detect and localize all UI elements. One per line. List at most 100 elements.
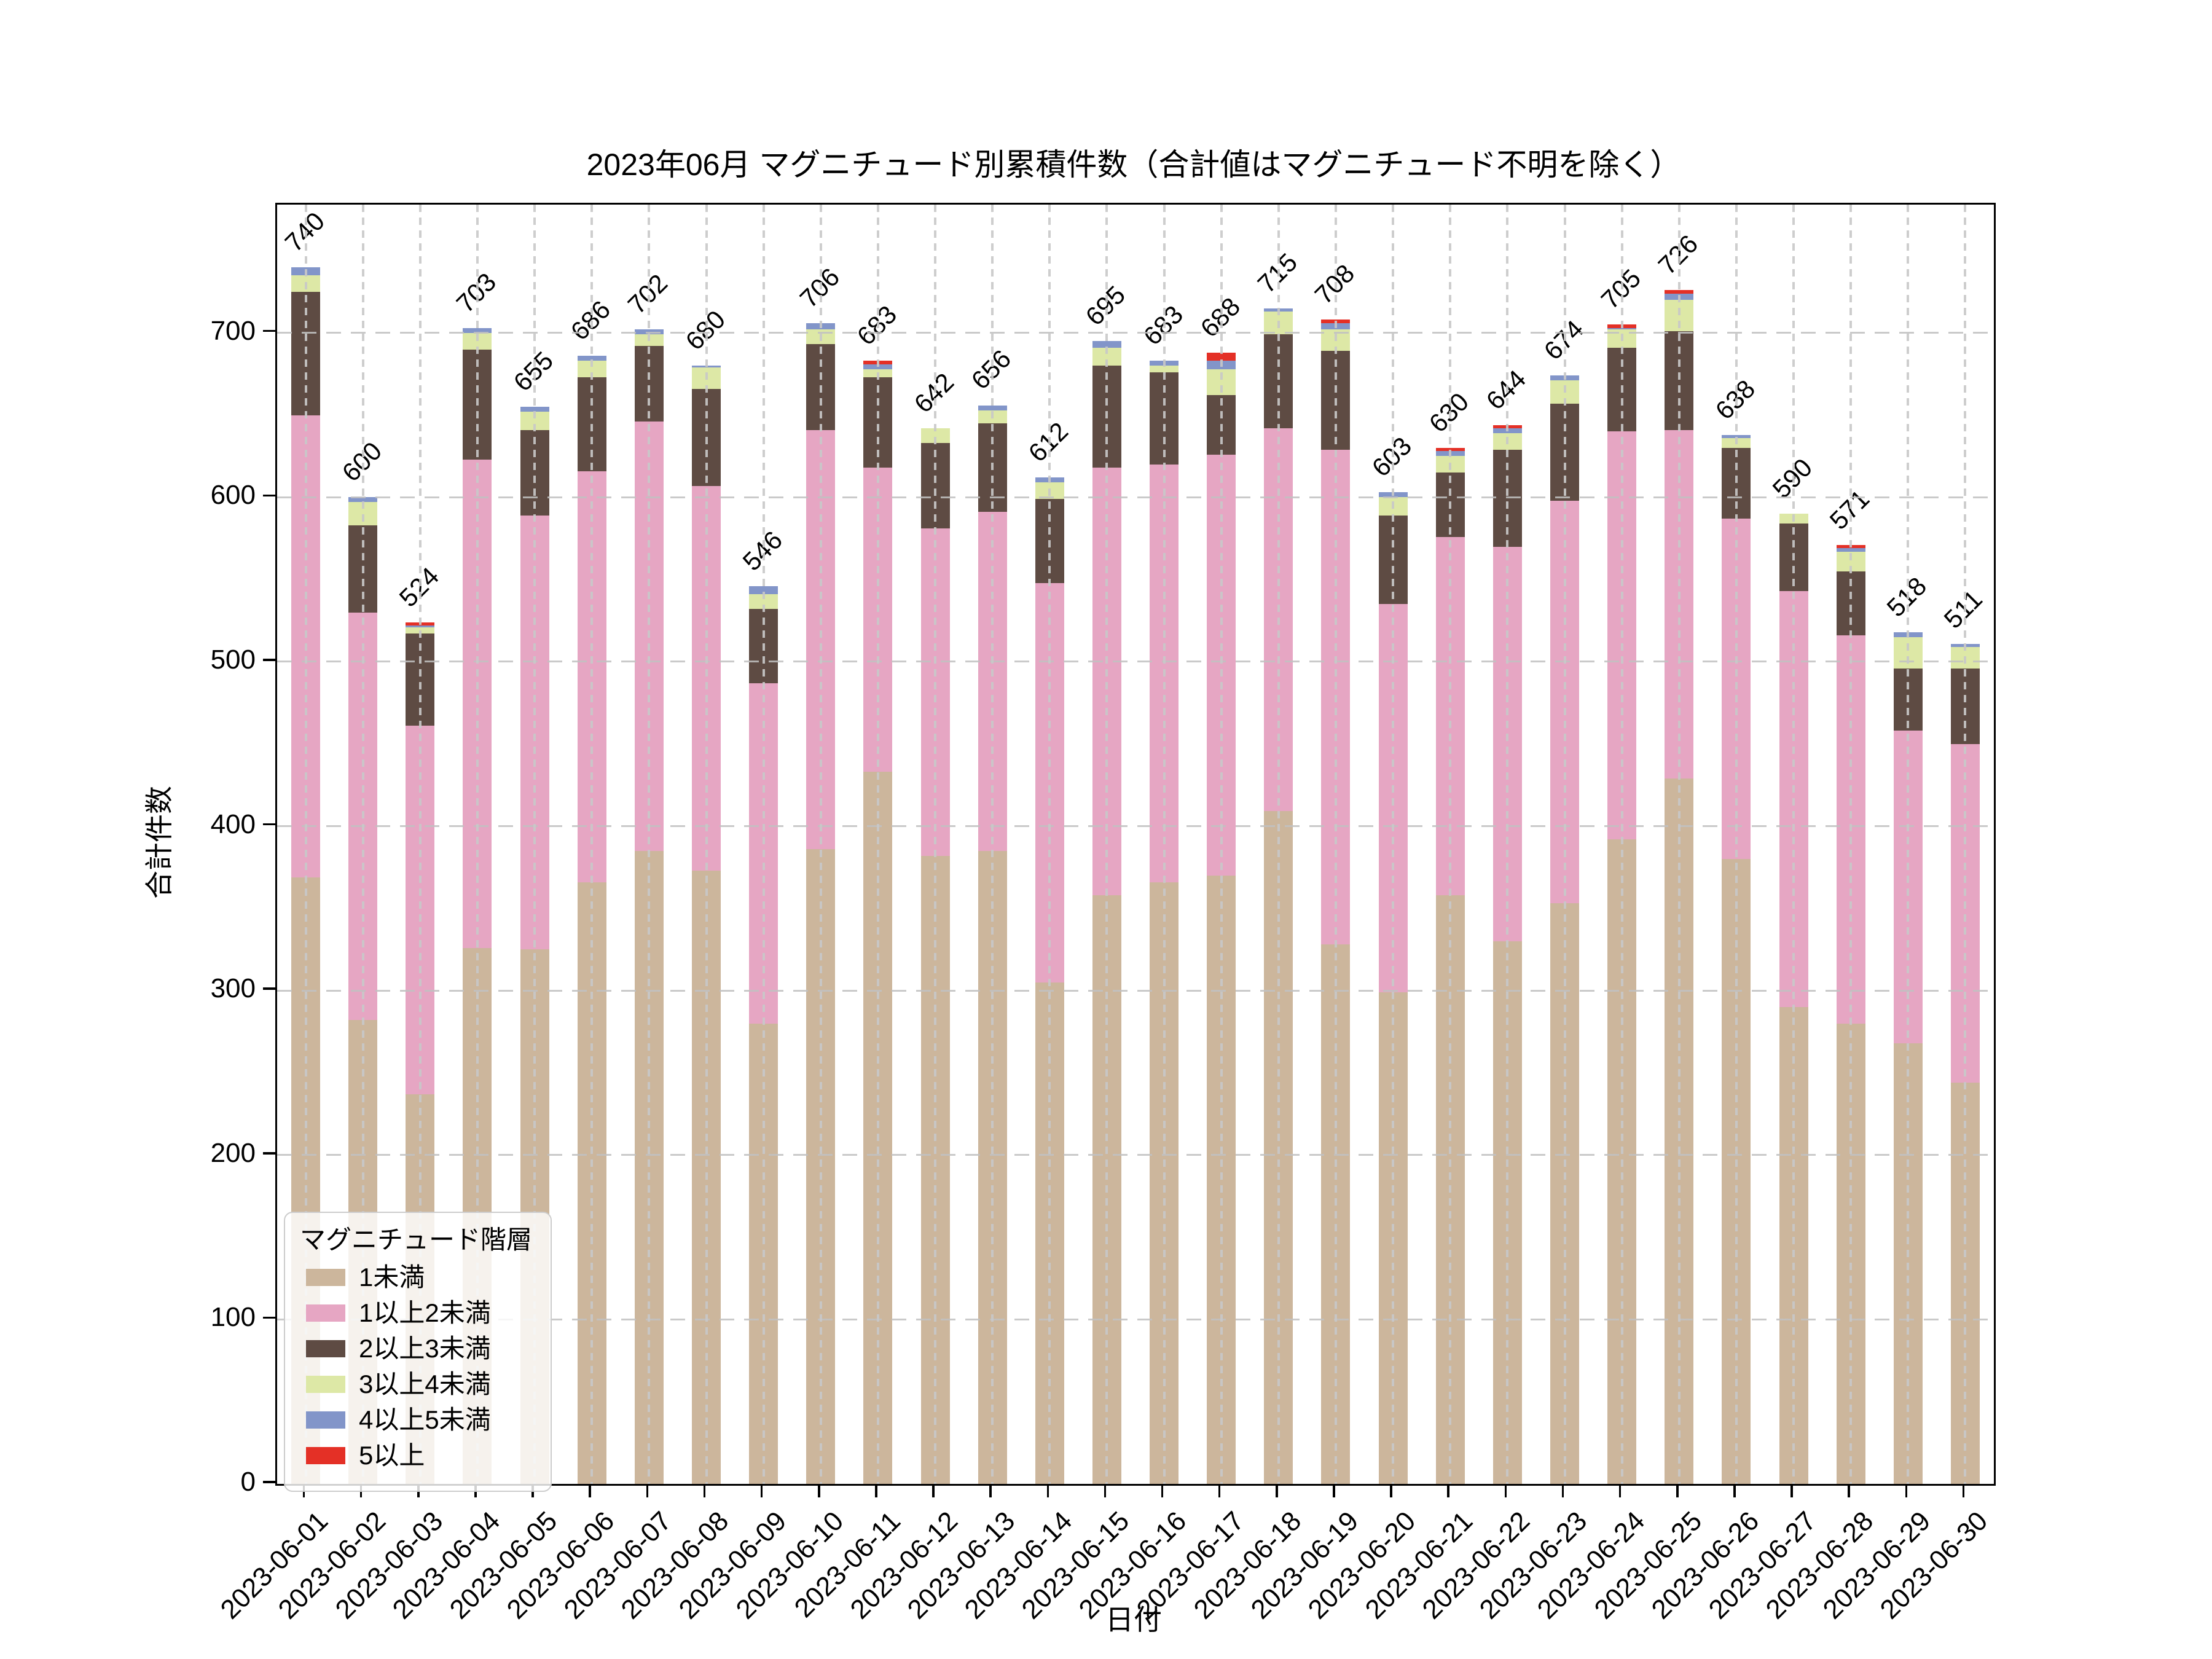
legend-item: 3以上4未満 — [306, 1370, 532, 1398]
x-gridline — [1220, 205, 1223, 1484]
y-gridline — [277, 989, 1994, 992]
legend-color-patch — [306, 1269, 345, 1286]
x-gridline — [1048, 205, 1051, 1484]
legend-item-label: 2以上3未満 — [359, 1334, 491, 1363]
legend-item-label: 4以上5未満 — [359, 1405, 491, 1434]
legend-color-patch — [306, 1340, 345, 1357]
y-gridline — [277, 1318, 1994, 1320]
x-tick-mark — [1218, 1484, 1221, 1497]
y-tick-label: 200 — [210, 1137, 256, 1168]
x-gridline — [418, 205, 422, 1484]
x-tick-mark — [1790, 1484, 1793, 1497]
x-gridline — [1277, 205, 1280, 1484]
legend-item: 1未満 — [306, 1263, 532, 1292]
legend-title: マグニチュード階層 — [300, 1225, 533, 1254]
x-tick-mark — [1561, 1484, 1564, 1497]
x-gridline — [934, 205, 937, 1484]
x-tick-mark — [1161, 1484, 1164, 1497]
legend-item: 1以上2未満 — [306, 1299, 532, 1327]
y-tick-label: 100 — [210, 1302, 256, 1333]
legend-color-patch — [306, 1304, 345, 1322]
x-tick-mark — [1962, 1484, 1965, 1497]
x-tick-mark — [589, 1484, 591, 1497]
legend-color-patch — [306, 1447, 345, 1464]
x-gridline — [705, 205, 708, 1484]
x-gridline — [1449, 205, 1452, 1484]
x-tick-mark — [818, 1484, 820, 1497]
x-tick-mark — [1733, 1484, 1736, 1497]
x-gridline — [1392, 205, 1395, 1484]
x-gridline — [648, 205, 651, 1484]
x-gridline — [1163, 205, 1166, 1484]
x-tick-mark — [1618, 1484, 1622, 1497]
y-gridline — [277, 825, 1994, 828]
x-gridline — [1620, 205, 1623, 1484]
legend-item-label: 5以上 — [359, 1441, 425, 1470]
x-gridline — [1964, 205, 1967, 1484]
x-tick-mark — [1333, 1484, 1335, 1497]
legend-color-patch — [306, 1376, 345, 1393]
legend-item: 2以上3未満 — [306, 1335, 532, 1363]
legend-item-label: 1未満 — [359, 1263, 425, 1292]
x-gridline — [819, 205, 822, 1484]
y-tick-mark — [263, 823, 275, 826]
x-tick-mark — [1905, 1484, 1908, 1497]
x-gridline — [1563, 205, 1566, 1484]
x-gridline — [1907, 205, 1910, 1484]
y-tick-label: 600 — [210, 480, 256, 511]
y-tick-label: 400 — [210, 809, 256, 839]
y-tick-mark — [263, 987, 275, 990]
x-tick-mark — [1046, 1484, 1049, 1497]
x-gridline — [590, 205, 594, 1484]
x-tick-mark — [760, 1484, 763, 1497]
legend-item-label: 1以上2未満 — [359, 1298, 491, 1327]
y-tick-label: 300 — [210, 973, 256, 1004]
x-gridline — [533, 205, 536, 1484]
x-gridline — [1792, 205, 1795, 1484]
chart-title: 2023年06月 マグニチュード別累積件数（合計値はマグニチュード不明を除く） — [586, 147, 1681, 182]
x-gridline — [876, 205, 879, 1484]
x-tick-mark — [989, 1484, 992, 1497]
x-tick-mark — [1390, 1484, 1392, 1497]
x-gridline — [1334, 205, 1337, 1484]
x-gridline — [1735, 205, 1738, 1484]
x-gridline — [304, 205, 307, 1484]
x-tick-mark — [1276, 1484, 1278, 1497]
y-tick-label: 500 — [210, 644, 256, 675]
x-tick-mark — [703, 1484, 706, 1497]
x-gridline — [476, 205, 479, 1484]
x-axis-label: 日付 — [1105, 1604, 1162, 1636]
x-tick-mark — [875, 1484, 877, 1497]
y-tick-mark — [263, 329, 275, 332]
x-gridline — [1105, 205, 1108, 1484]
x-tick-mark — [932, 1484, 935, 1497]
x-gridline — [1849, 205, 1853, 1484]
x-tick-mark — [1104, 1484, 1107, 1497]
x-gridline — [1506, 205, 1509, 1484]
y-tick-mark — [263, 659, 275, 661]
x-gridline — [991, 205, 994, 1484]
y-tick-mark — [263, 1481, 275, 1483]
legend-item: 4以上5未満 — [306, 1406, 532, 1434]
y-tick-mark — [263, 494, 275, 497]
x-gridline — [361, 205, 364, 1484]
x-tick-mark — [1676, 1484, 1679, 1497]
legend: マグニチュード階層 1未満 1以上2未満 2以上3未満 3以上4未満 4以上5未満 5以上 — [284, 1212, 552, 1492]
x-tick-mark — [646, 1484, 649, 1497]
x-gridline — [1677, 205, 1681, 1484]
legend-color-patch — [306, 1411, 345, 1429]
legend-items: 1未満 1以上2未満 2以上3未満 3以上4未満 4以上5未満 5以上 — [300, 1263, 532, 1470]
y-tick-mark — [263, 1152, 275, 1155]
y-axis-label: 合計件数 — [143, 786, 175, 899]
plot-area — [275, 203, 1996, 1486]
x-tick-mark — [1447, 1484, 1449, 1497]
y-gridline — [277, 661, 1994, 663]
x-tick-mark — [1504, 1484, 1507, 1497]
y-gridline — [277, 1154, 1994, 1156]
y-gridline — [277, 332, 1994, 334]
y-tick-label: 0 — [240, 1467, 256, 1497]
y-tick-label: 700 — [210, 315, 256, 346]
y-tick-mark — [263, 1316, 275, 1319]
x-gridline — [762, 205, 765, 1484]
legend-item: 5以上 — [306, 1441, 532, 1470]
